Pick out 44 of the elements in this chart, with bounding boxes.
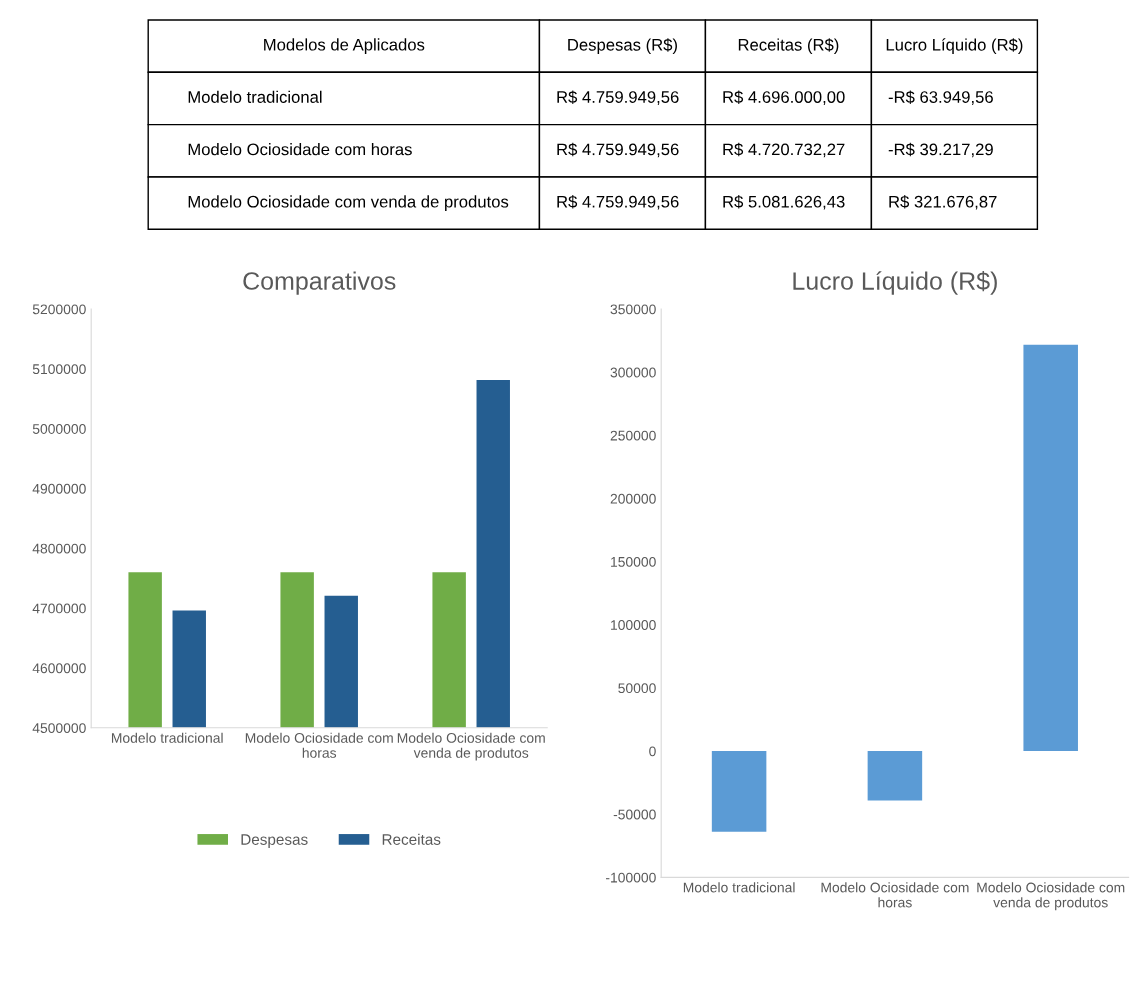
- y-tick-label: 4500000: [32, 723, 86, 733]
- text: R$ 4.696.000,00: [723, 90, 845, 105]
- y-tick-label: 200000: [610, 493, 656, 504]
- category-label: Modelo tradicional: [188, 90, 322, 103]
- x-tick-label: Modelo Ociosidade com venda de produtos: [397, 732, 545, 761]
- text: R$ 321.676,87: [889, 195, 997, 210]
- text: R$ 4.759.949,56: [557, 195, 679, 210]
- text: R$ 4.720.732,27: [723, 142, 845, 158]
- text: R$ 5.081.626,43: [723, 195, 845, 210]
- y-tick-label: 0: [649, 746, 656, 757]
- y-tick-label: 4800000: [32, 543, 86, 554]
- x-tick-label: Modelo Ociosidade com venda de produtos: [977, 882, 1125, 911]
- y-tick-label: 4900000: [32, 483, 86, 494]
- text: -R$ 39.217,29: [888, 142, 993, 158]
- x-tick-label: Modelo Ociosidade com horas: [245, 732, 393, 758]
- y-tick-label: 4600000: [32, 663, 86, 674]
- x-tick-label: Modelo tradicional: [683, 882, 795, 893]
- text: Lucro Líquido (R$): [886, 38, 1023, 55]
- text: R$ 4.759.949,56: [557, 90, 679, 105]
- legend-label: Receitas: [382, 833, 441, 845]
- y-tick-label: 300000: [610, 367, 656, 378]
- chart-title: Comparativos: [243, 271, 396, 295]
- legend-label: Despesas: [241, 834, 308, 848]
- x-tick-label: Modelo Ociosidade com horas: [821, 882, 969, 908]
- text: R$ 4.759.949,56: [557, 142, 679, 158]
- y-tick-label: 5200000: [32, 304, 86, 315]
- y-tick-label: 100000: [611, 620, 656, 630]
- y-tick-label: 5000000: [32, 424, 86, 434]
- text: Modelos de Aplicados: [264, 38, 425, 54]
- text: Receitas (R$): [738, 38, 839, 54]
- x-tick-label: Modelo tradicional: [111, 732, 223, 743]
- y-tick-label: 5100000: [32, 364, 86, 375]
- category-label: Modelo Ociosidade com venda de produtos: [188, 195, 509, 211]
- y-tick-label: 4700000: [32, 603, 86, 614]
- y-tick-label: 150000: [611, 556, 656, 567]
- category-label: Modelo Ociosidade com horas: [188, 143, 412, 156]
- text: Despesas (R$): [568, 38, 677, 55]
- y-tick-label: 350000: [610, 304, 656, 315]
- y-tick-label: -100000: [605, 872, 656, 883]
- y-tick-label: 250000: [610, 430, 656, 441]
- text: -R$ 63.949,56: [888, 90, 993, 105]
- chart-title: Lucro Líquido (R$): [793, 271, 997, 295]
- y-tick-label: -50000: [613, 809, 656, 820]
- y-tick-label: 50000: [618, 683, 656, 694]
